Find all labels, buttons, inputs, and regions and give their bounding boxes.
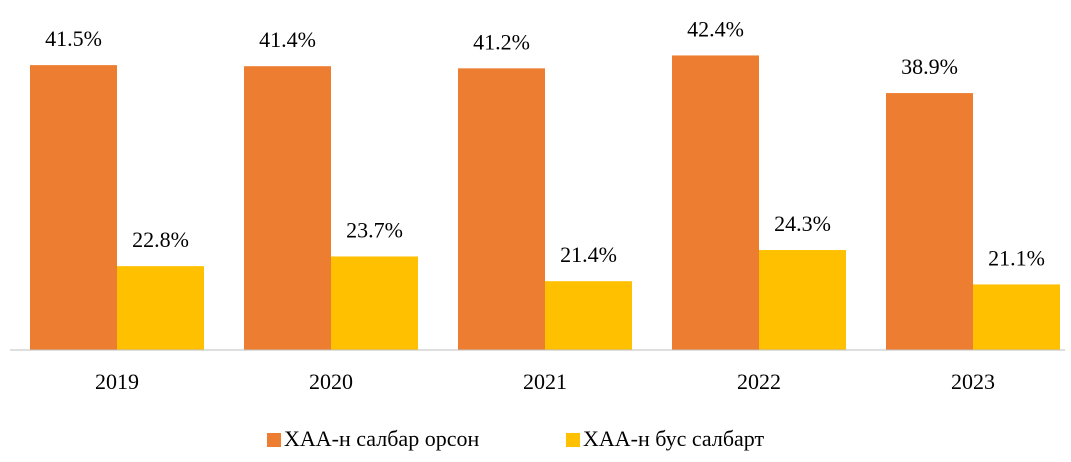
bar (244, 66, 331, 350)
x-tick-label: 2020 (309, 369, 353, 394)
data-label: 41.2% (473, 29, 530, 54)
data-label: 21.4% (560, 242, 617, 267)
data-label: 41.5% (45, 26, 102, 51)
bar (886, 93, 973, 350)
data-label: 22.8% (132, 227, 189, 252)
data-label: 21.1% (988, 245, 1045, 270)
data-label: 41.4% (259, 27, 316, 52)
legend-label: ХАА-н салбар орсон (284, 426, 479, 451)
bar (117, 266, 204, 350)
data-label: 23.7% (346, 218, 403, 243)
bar (331, 256, 418, 350)
legend-swatch (267, 433, 281, 447)
legend-label: ХАА-н бус салбарт (583, 426, 765, 451)
legend-swatch (566, 433, 580, 447)
bar (458, 68, 545, 350)
x-tick-label: 2021 (523, 369, 567, 394)
data-label: 38.9% (901, 54, 958, 79)
x-tick-label: 2019 (95, 369, 139, 394)
bar (545, 281, 632, 350)
bar (672, 55, 759, 350)
bar (30, 65, 117, 350)
bar (759, 250, 846, 350)
x-tick-label: 2023 (951, 369, 995, 394)
x-tick-label: 2022 (737, 369, 781, 394)
data-label: 42.4% (687, 16, 744, 41)
bar (973, 284, 1060, 350)
data-label: 24.3% (774, 211, 831, 236)
